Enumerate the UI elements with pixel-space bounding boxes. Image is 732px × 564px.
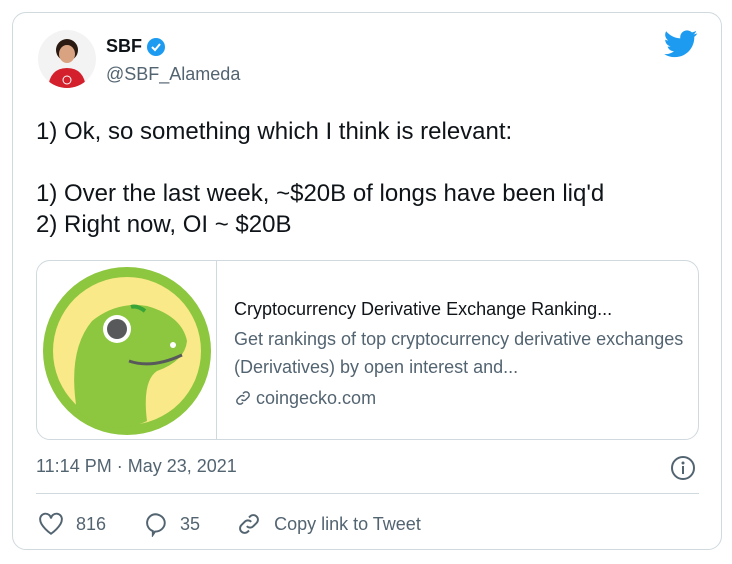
action-bar: 816 35 Copy link to Tweet: [38, 511, 457, 537]
link-card[interactable]: Cryptocurrency Derivative Exchange Ranki…: [36, 260, 699, 440]
copy-link-button[interactable]: Copy link to Tweet: [236, 511, 421, 537]
coingecko-logo-image: [37, 261, 217, 439]
card-title: Cryptocurrency Derivative Exchange Ranki…: [234, 299, 613, 319]
info-icon[interactable]: [670, 455, 696, 481]
reply-icon: [146, 513, 166, 537]
heart-icon: [39, 512, 63, 535]
twitter-logo-icon[interactable]: [664, 30, 698, 58]
tweet-text: 1) Ok, so something which I think is rel…: [36, 118, 605, 238]
verified-badge-icon: [147, 37, 165, 56]
author-name[interactable]: SBF: [106, 36, 166, 57]
like-button[interactable]: 816: [38, 512, 106, 536]
card-domain: coingecko.com: [234, 384, 694, 412]
tweet-embed: [12, 12, 722, 550]
link-icon: [239, 514, 259, 534]
avatar[interactable]: [38, 30, 96, 88]
link-icon: [236, 391, 250, 405]
card-description: Get rankings of top cryptocurrency deriv…: [234, 329, 684, 377]
timestamp[interactable]: 11:14 PM · May 23, 2021: [36, 456, 237, 476]
author-handle[interactable]: @SBF_Alameda: [106, 64, 241, 84]
divider: [36, 493, 699, 494]
reply-button[interactable]: 35: [142, 511, 200, 537]
